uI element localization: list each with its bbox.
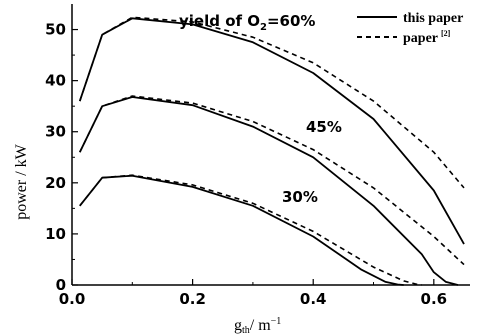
series-line-dashed-60pct bbox=[79, 16, 465, 189]
y-tick-label: 0 bbox=[56, 276, 66, 294]
x-tick-label: 0.2 bbox=[179, 290, 206, 308]
x-tick-label: 0.6 bbox=[421, 290, 448, 308]
x-tick-label: 0.4 bbox=[300, 290, 327, 308]
x-axis-label: gth/ m−1 bbox=[234, 316, 281, 334]
legend-label-paper-2: paper [2] bbox=[403, 29, 451, 46]
y-tick-label: 40 bbox=[45, 72, 66, 90]
axes: 0 10 20 30 40 50 0.0 0.2 0.4 0.6 bbox=[45, 4, 470, 308]
series-line-solid-30pct bbox=[79, 174, 404, 286]
annotation-yield-45: 45% bbox=[306, 118, 342, 136]
series-line-solid-45pct bbox=[78, 96, 459, 286]
y-tick-label: 50 bbox=[45, 21, 66, 39]
y-axis-label: power / kW bbox=[13, 143, 30, 219]
annotation-yield-30: 30% bbox=[282, 188, 318, 206]
series-line-dashed-45pct bbox=[79, 95, 465, 266]
y-tick-label: 20 bbox=[45, 174, 66, 192]
legend-label-this-paper: this paper bbox=[403, 11, 463, 26]
annotation-yield-60: yield of O2=60% bbox=[179, 12, 315, 33]
y-tick-label: 10 bbox=[45, 225, 66, 243]
series-line-dashed-30pct bbox=[79, 174, 422, 286]
y-tick-label: 30 bbox=[45, 123, 66, 141]
legend: this paper paper [2] bbox=[357, 11, 463, 46]
plot-lines bbox=[78, 16, 465, 286]
x-tick-label: 0.0 bbox=[59, 290, 86, 308]
